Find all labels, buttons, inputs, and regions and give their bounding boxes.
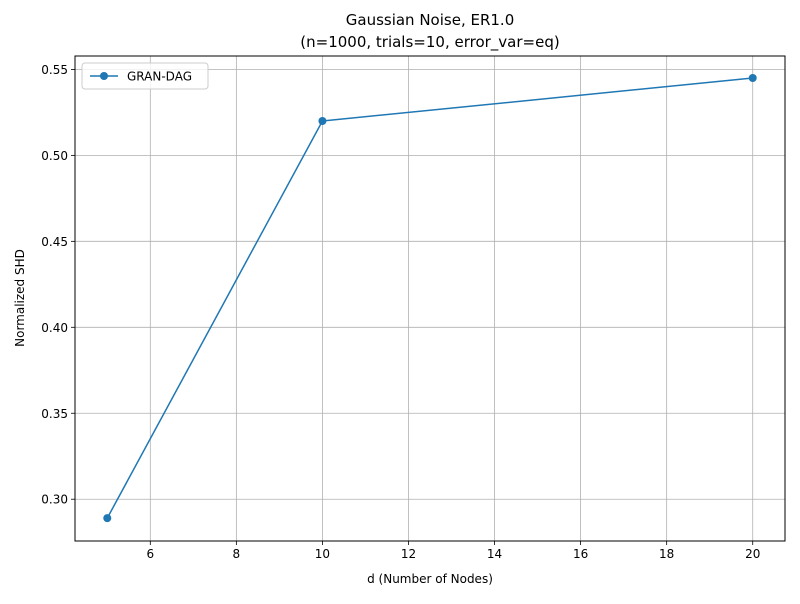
data-point-gran-dag: [748, 74, 757, 83]
chart-title: Gaussian Noise, ER1.0: [346, 11, 515, 29]
y-tick-label: 0.55: [41, 63, 68, 77]
axis-ticks: 6 8 10 12 14 16 18 20 0.30 0.35 0.40 0.45 0.50 0.55: [41, 63, 760, 561]
data-point-gran-dag: [103, 514, 112, 523]
x-tick-label: 6: [146, 547, 154, 561]
grid-lines: [75, 56, 785, 541]
x-tick-label: 18: [659, 547, 674, 561]
legend-box: [81, 62, 209, 90]
y-tick-label: 0.45: [41, 235, 68, 249]
legend-label-gran-dag: GRAN-DAG: [127, 70, 192, 84]
y-tick-label: 0.35: [41, 407, 68, 421]
legend-marker-swatch: [100, 72, 108, 80]
x-tick-label: 20: [745, 547, 760, 561]
x-axis-label: d (Number of Nodes): [367, 572, 493, 586]
series-layer: [103, 74, 757, 523]
x-tick-label: 12: [401, 547, 416, 561]
x-tick-label: 10: [315, 547, 330, 561]
x-tick-label: 14: [487, 547, 502, 561]
chart-subtitle: (n=1000, trials=10, error_var=eq): [300, 33, 559, 52]
y-tick-label: 0.50: [41, 149, 68, 163]
legend: GRAN-DAG: [81, 62, 209, 90]
y-tick-label: 0.40: [41, 321, 68, 335]
x-tick-label: 16: [573, 547, 588, 561]
data-point-gran-dag: [318, 116, 327, 125]
plot-area-frame: [74, 55, 786, 542]
y-axis-label: Normalized SHD: [13, 249, 27, 347]
x-tick-label: 8: [233, 547, 241, 561]
y-tick-label: 0.30: [41, 493, 68, 507]
